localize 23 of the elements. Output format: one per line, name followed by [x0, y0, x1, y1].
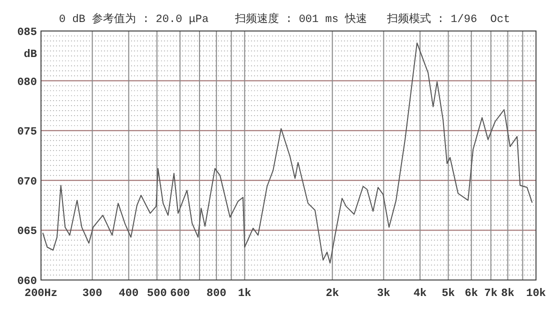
x-tick-label: 4k	[413, 288, 428, 300]
x-tick-label: 1k	[238, 288, 252, 300]
x-tick-label: 10k	[526, 288, 546, 300]
x-tick-label: 800	[206, 288, 226, 300]
x-tick-label: 5k	[442, 288, 456, 300]
y-axis-title: dB	[24, 49, 38, 61]
y-tick-label: 080	[17, 76, 37, 89]
x-tick-label: 600	[170, 288, 190, 300]
y-tick-label: 060	[17, 276, 37, 288]
x-tick-label: 200Hz	[24, 288, 58, 300]
y-tick-label: 085	[17, 27, 38, 39]
x-tick-label: 300	[82, 288, 102, 300]
x-tick-label: 7k	[484, 288, 498, 300]
x-tick-label: 8k	[501, 288, 515, 300]
chart-title: 0 dB 参考值为 : 20.0 μPa 扫频速度 : 001 ms 快速 扫频模式 : 1/96 Oct	[59, 12, 510, 26]
x-tick-label: 400	[118, 288, 139, 300]
x-tick-label: 6k	[464, 288, 478, 300]
y-tick-label: 065	[17, 226, 38, 238]
y-tick-label: 070	[17, 176, 37, 188]
x-tick-label: 2k	[326, 288, 340, 300]
x-tick-label: 3k	[377, 288, 391, 300]
x-tick-label: 500	[147, 288, 167, 300]
y-tick-label: 075	[17, 126, 38, 139]
